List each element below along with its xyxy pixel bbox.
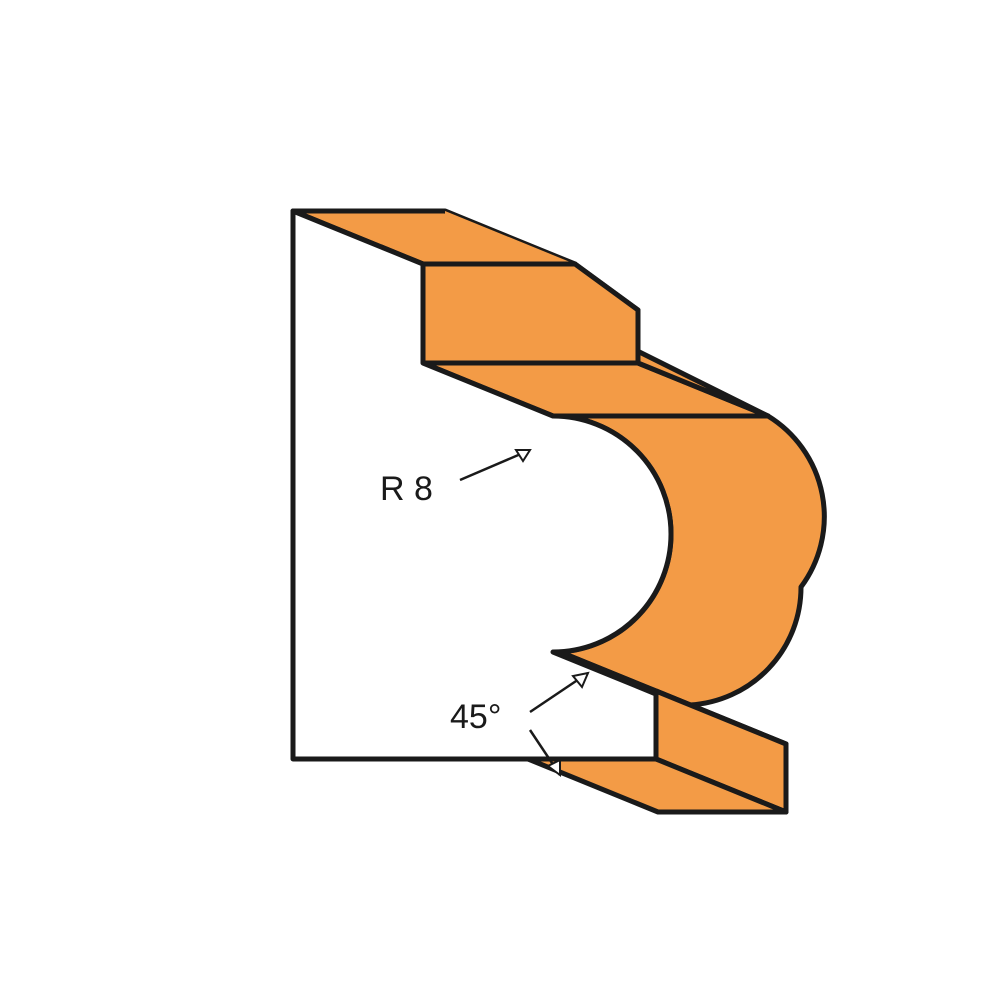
radius-label: R 8	[380, 470, 433, 508]
angle-label: 45°	[450, 698, 501, 736]
profile-diagram: R 8 45°	[0, 0, 1000, 1000]
